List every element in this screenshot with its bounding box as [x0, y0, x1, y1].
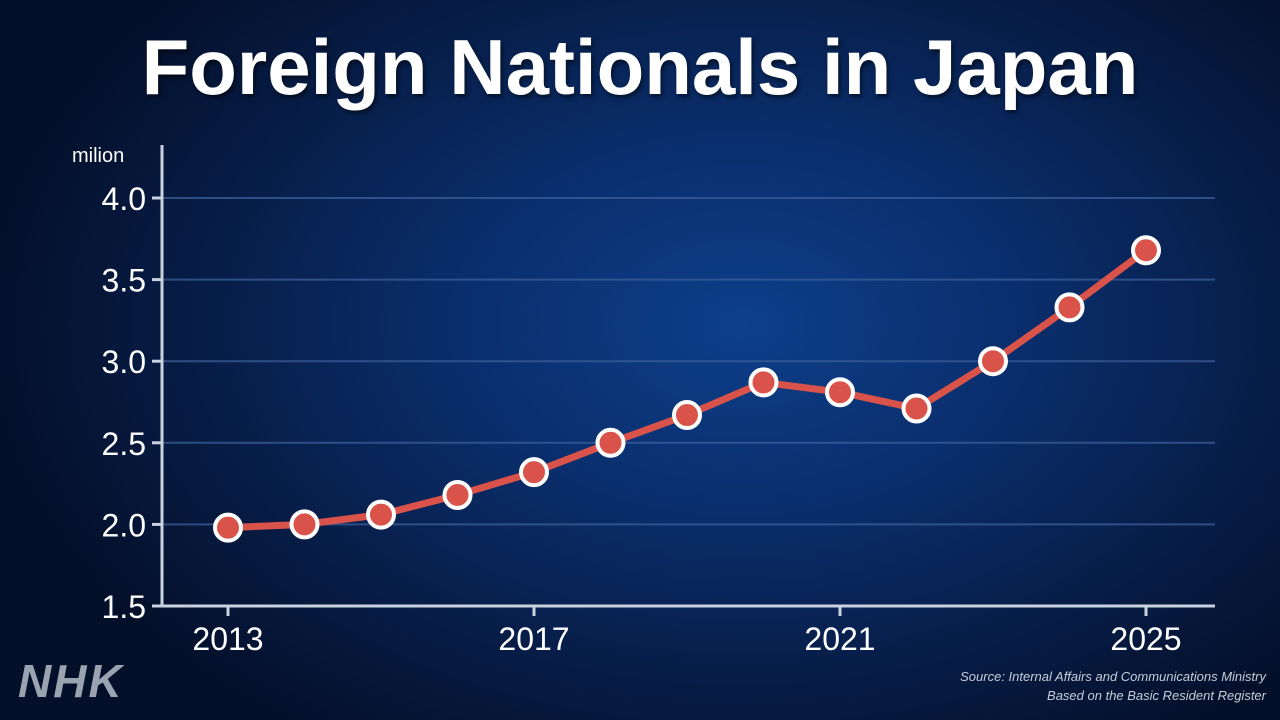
chart-title: Foreign Nationals in Japan	[141, 23, 1139, 111]
y-tick-label: 3.0	[102, 344, 146, 380]
series-line-path	[224, 246, 1150, 532]
axes	[160, 145, 1215, 608]
data-point-2014	[289, 509, 320, 540]
y-tick-label: 3.5	[102, 263, 146, 299]
data-point-2016	[442, 480, 473, 511]
series-line	[224, 246, 1150, 532]
source-line-2: Based on the Basic Resident Register	[1047, 688, 1266, 703]
data-point-2022	[901, 393, 932, 424]
data-point-2020	[748, 367, 779, 398]
x-tick-label: 2025	[1110, 621, 1181, 657]
data-point-2021	[825, 377, 855, 408]
y-tick-label: 1.5	[102, 589, 146, 625]
data-point-2025	[1131, 235, 1161, 266]
y-tick-labels: 1.5 2.0 2.5 3.0 3.5 4.0	[102, 181, 146, 625]
source-note: Source: Internal Affairs and Communicati…	[846, 667, 1266, 705]
y-tick-label: 2.5	[102, 426, 146, 462]
data-point-2013	[213, 512, 243, 543]
data-point-2024	[1054, 292, 1085, 323]
y-axis-unit-label: milion	[72, 145, 124, 167]
data-point-2017	[519, 457, 549, 488]
y-tick-label: 2.0	[102, 507, 146, 543]
x-tick-label: 2017	[498, 621, 569, 657]
nhk-logo: NHK	[18, 655, 124, 707]
grid-lines	[152, 196, 1215, 608]
source-line-1: Source: Internal Affairs and Communicati…	[960, 669, 1266, 684]
x-tick-label: 2021	[804, 621, 875, 657]
data-point-2015	[366, 499, 396, 530]
data-point-2019	[672, 400, 702, 431]
data-points	[213, 235, 1161, 543]
data-point-2018	[595, 427, 626, 458]
data-point-2023	[978, 346, 1008, 377]
y-tick-label: 4.0	[102, 181, 146, 217]
x-tick-labels: 2013 2017 2021 2025	[192, 606, 1182, 657]
x-tick-label: 2013	[192, 621, 263, 657]
